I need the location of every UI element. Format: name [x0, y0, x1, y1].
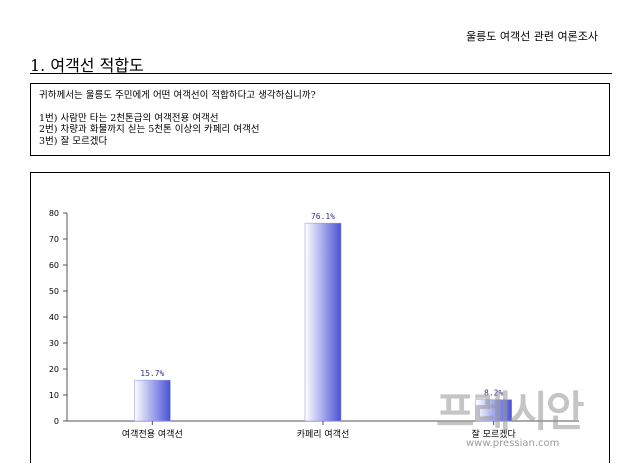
bar: [304, 222, 342, 422]
y-tick-label: 30: [49, 339, 59, 348]
y-tick-label: 60: [49, 261, 59, 270]
y-tick-label: 70: [49, 235, 59, 244]
bar-value-label: 15.7%: [140, 369, 164, 378]
question-box: 귀하께서는 울릉도 주민에게 어떤 여객선이 적합하다고 생각하십니까? 1번)…: [30, 83, 610, 156]
bar-value-label: 8.2%: [484, 389, 503, 398]
option-2: 2번) 차량과 화물까지 싣는 5천톤 이상의 카페리 여객선: [39, 124, 260, 135]
title-divider: [30, 73, 612, 74]
y-tick-label: 50: [49, 287, 59, 296]
question-prompt: 귀하께서는 울릉도 주민에게 어떤 여객선이 적합하다고 생각하십니까?: [39, 90, 316, 101]
y-tick-label: 10: [49, 391, 59, 400]
watermark-url: www.pressian.com: [466, 438, 560, 449]
watermark-logo: 프레시안: [436, 387, 585, 436]
y-tick-label: 80: [49, 209, 59, 218]
option-1: 1번) 사람만 타는 2천톤급의 여객전용 여객선: [39, 112, 219, 124]
spacer: [39, 102, 601, 113]
bar-value-label: 76.1%: [311, 212, 335, 221]
option-3: 3번) 잘 모르겠다: [39, 135, 108, 147]
x-tick-label: 카페리 여객선: [297, 428, 350, 440]
watermark: 프레시안 www.pressian.com: [436, 390, 632, 456]
chart-panel: 0 10 20 30 40 50 60 70 80 15.7% 여객전용 여객선 76.1% 카페리 여…: [30, 172, 610, 463]
x-tick-label: 잘 모르겠다: [472, 428, 517, 440]
bar-chart: 0 10 20 30 40 50 60 70 80 15.7% 여객전용 여객선 76.1% 카페리 여…: [49, 209, 579, 440]
bar: [134, 379, 171, 422]
y-tick-label: 40: [49, 313, 59, 322]
survey-title: 울릉도 여객선 관련 여론조사: [466, 30, 598, 43]
y-tick-label: 20: [49, 365, 59, 374]
section-title: 1. 여객선 적합도: [30, 56, 144, 75]
y-tick-label: 0: [54, 417, 59, 426]
x-tick-label: 여객전용 여객선: [122, 428, 183, 440]
